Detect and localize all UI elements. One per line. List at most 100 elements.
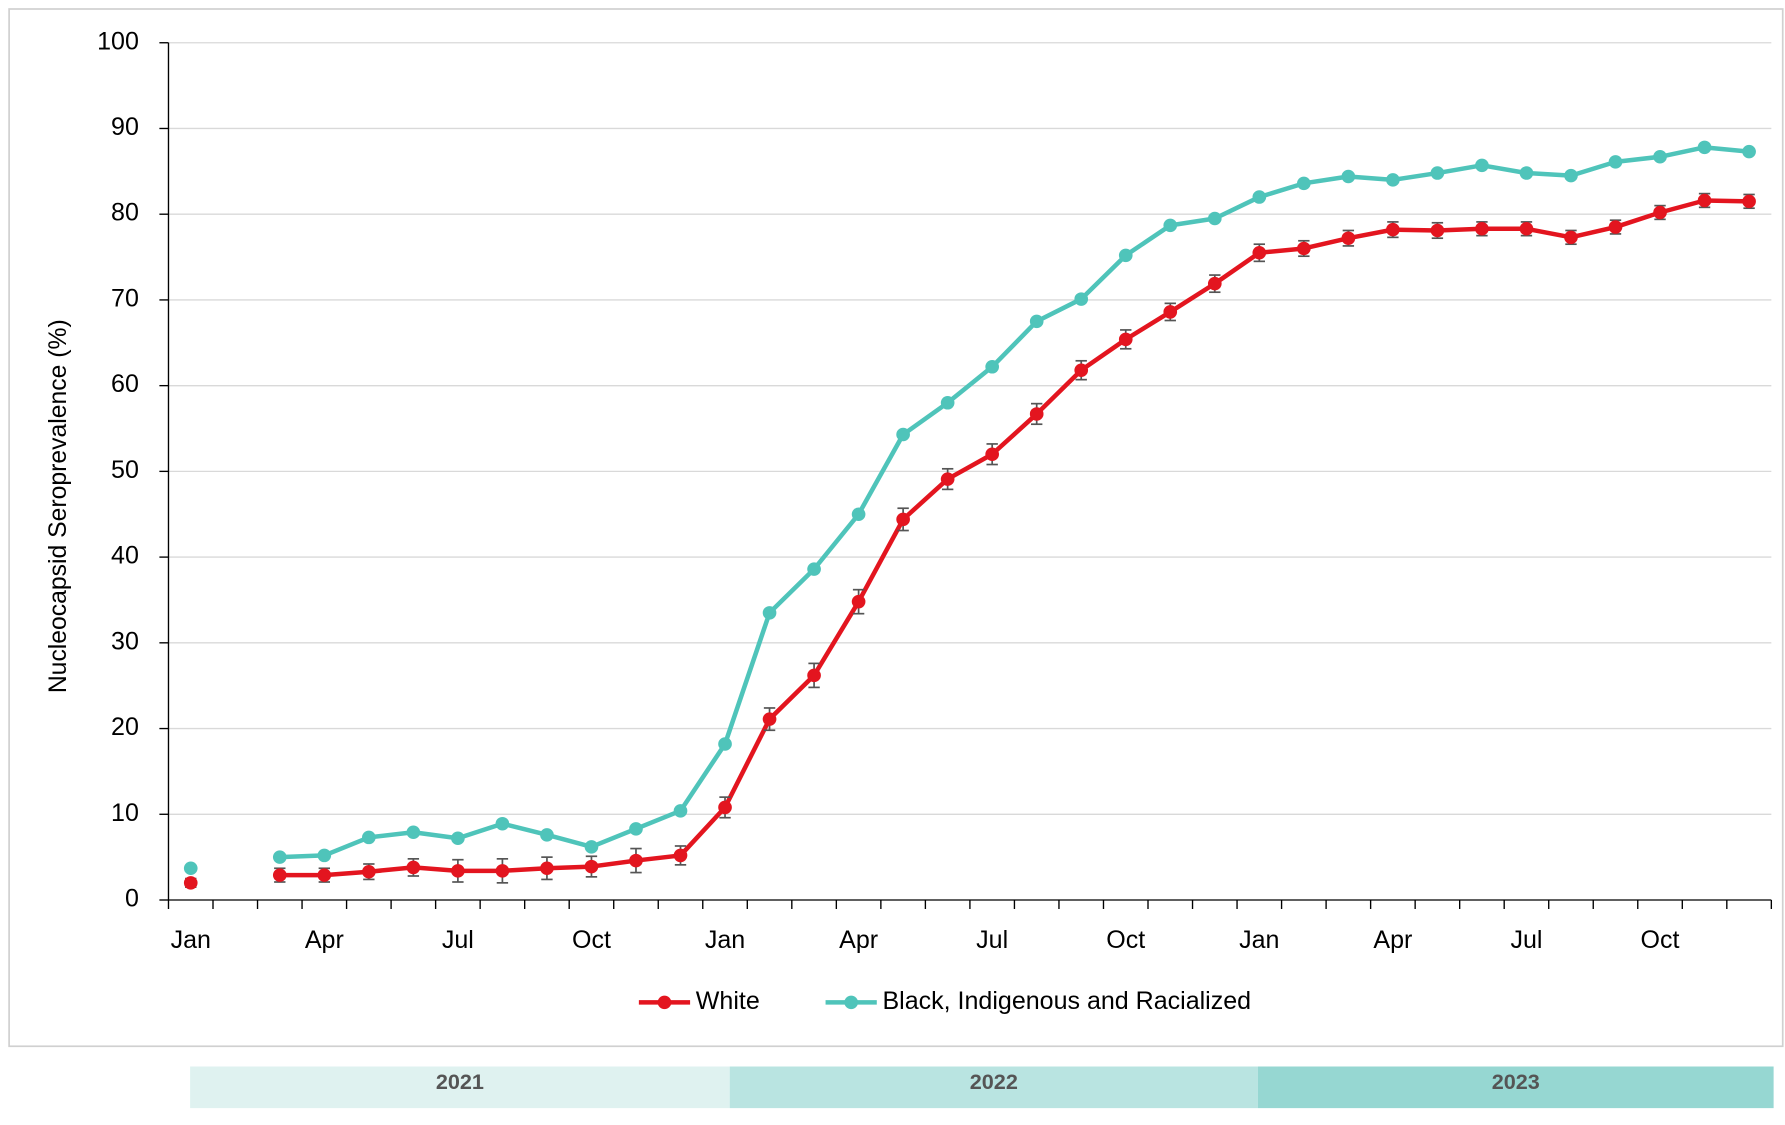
x-tick-label: Apr — [1373, 926, 1412, 954]
data-point — [629, 822, 643, 836]
data-point — [272, 868, 287, 882]
period-band — [1257, 1066, 1774, 1109]
data-point — [362, 830, 376, 845]
data-point — [985, 360, 1000, 374]
y-tick-label: 0 — [125, 885, 139, 913]
data-point — [451, 864, 465, 878]
data-point — [718, 737, 732, 751]
data-point — [1386, 222, 1400, 237]
period-label: 2022 — [970, 1070, 1018, 1094]
y-tick-label: 10 — [111, 799, 139, 827]
data-point — [406, 860, 421, 875]
data-point — [1653, 150, 1667, 164]
data-point — [584, 859, 599, 874]
legend-marker — [844, 995, 859, 1010]
data-point — [1519, 166, 1534, 180]
series-line — [279, 198, 1750, 878]
data-point — [1118, 248, 1133, 263]
data-point — [317, 848, 332, 863]
data-point — [940, 472, 955, 486]
x-tick-label: Jan — [171, 926, 211, 954]
x-tick-label: Apr — [839, 926, 878, 954]
period-band — [190, 1066, 730, 1109]
data-point — [1163, 218, 1178, 233]
data-point — [1074, 292, 1089, 306]
data-point — [406, 825, 421, 840]
data-point — [1564, 230, 1578, 245]
x-tick-label: Oct — [1641, 926, 1680, 954]
legend-label: Black, Indigenous and Racialized — [882, 987, 1251, 1015]
y-tick-label: 30 — [111, 627, 139, 655]
data-point — [540, 861, 554, 876]
y-tick-label: 80 — [111, 199, 139, 227]
y-tick-label: 90 — [111, 113, 139, 141]
data-point — [1297, 176, 1311, 191]
data-point — [495, 864, 510, 878]
data-point — [1341, 169, 1356, 184]
x-tick-label: Apr — [305, 926, 344, 954]
data-point — [673, 848, 688, 863]
y-tick-label: 100 — [97, 27, 139, 55]
data-point — [1653, 205, 1667, 220]
y-tick-label: 60 — [111, 370, 139, 398]
x-tick-label: Jul — [976, 926, 1008, 954]
data-point — [540, 828, 554, 842]
y-tick-label: 40 — [111, 542, 139, 570]
legend-marker — [657, 995, 672, 1010]
data-point — [1742, 144, 1756, 159]
data-point — [272, 850, 287, 864]
data-point — [896, 512, 910, 527]
data-point — [451, 831, 465, 846]
data-point — [1519, 222, 1534, 236]
data-point — [673, 804, 688, 818]
y-tick-label: 20 — [111, 713, 139, 741]
data-point — [1252, 190, 1267, 204]
data-point — [1207, 211, 1222, 226]
legend-label: White — [696, 987, 760, 1015]
data-point — [807, 668, 821, 683]
x-tick-label: Jul — [1510, 926, 1542, 954]
data-point — [1430, 223, 1445, 238]
data-point — [1564, 168, 1578, 183]
x-tick-label: Oct — [1106, 926, 1145, 954]
data-point — [1742, 194, 1756, 209]
y-axis-title: Nucleocapsid Seroprevalence (%) — [44, 319, 72, 693]
data-point — [1207, 276, 1222, 291]
x-tick-label: Oct — [572, 926, 611, 954]
data-point — [1029, 407, 1044, 421]
data-point — [1297, 241, 1311, 256]
data-point — [1252, 246, 1267, 260]
data-point — [1430, 166, 1445, 180]
data-point — [807, 562, 821, 576]
period-label: 2021 — [436, 1070, 484, 1094]
data-point — [1074, 363, 1089, 377]
data-point — [584, 840, 599, 854]
y-tick-label: 70 — [111, 285, 139, 313]
period-band — [729, 1066, 1258, 1109]
data-point — [629, 853, 643, 868]
data-point — [317, 868, 332, 882]
data-point — [896, 427, 910, 442]
data-point — [762, 712, 777, 726]
data-point — [940, 396, 955, 410]
data-point — [362, 864, 376, 879]
data-point — [762, 606, 777, 620]
period-label: 2023 — [1492, 1070, 1540, 1094]
chart-frame — [8, 8, 1784, 1048]
data-point — [1697, 140, 1712, 155]
data-point — [1475, 222, 1489, 236]
data-point — [495, 816, 510, 831]
data-point — [851, 594, 866, 609]
data-point — [1163, 305, 1178, 319]
x-tick-label: Jul — [442, 926, 474, 954]
data-point — [1029, 314, 1044, 329]
data-point — [183, 861, 198, 876]
y-tick-label: 50 — [111, 456, 139, 484]
data-point — [1697, 193, 1712, 208]
data-point — [985, 447, 1000, 461]
x-tick-label: Jan — [1239, 926, 1279, 954]
data-point — [183, 876, 198, 890]
data-point — [1608, 155, 1623, 169]
